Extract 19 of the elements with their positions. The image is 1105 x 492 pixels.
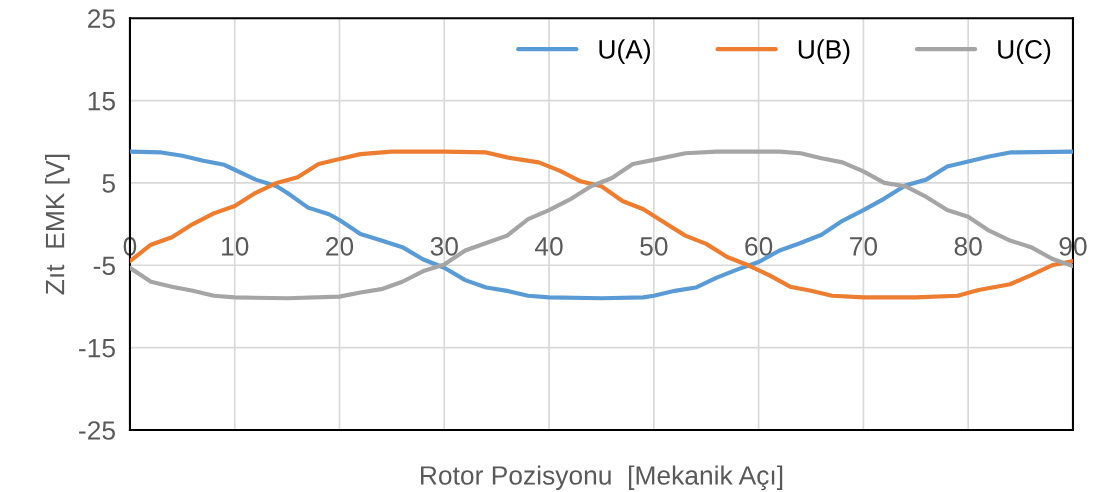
x-tick-label: 50 <box>640 237 668 256</box>
x-tick-label: 30 <box>430 237 458 256</box>
x-tick-label: 60 <box>745 237 773 256</box>
y-tick-label: -25 <box>79 421 115 440</box>
x-tick-label: 10 <box>222 237 249 256</box>
legend-label: U(B) <box>798 39 850 64</box>
x-axis-title: Rotor Pozisyonu [Mekanik Açı] <box>421 465 783 491</box>
y-tick-label: 5 <box>102 174 115 193</box>
legend-label: U(A) <box>599 39 651 64</box>
y-tick-label: 15 <box>88 91 115 111</box>
x-tick-label: 80 <box>954 237 982 256</box>
x-tick-label: 70 <box>850 237 878 256</box>
y-tick-label: -5 <box>93 256 115 276</box>
legend-label: U(C) <box>998 39 1051 64</box>
y-axis-title: Zıt EMK [V] <box>44 154 70 295</box>
x-tick-label: 40 <box>534 237 563 256</box>
x-tick-label: 20 <box>326 237 354 256</box>
y-tick-label: -15 <box>79 339 115 358</box>
y-tick-label: 25 <box>88 9 115 29</box>
